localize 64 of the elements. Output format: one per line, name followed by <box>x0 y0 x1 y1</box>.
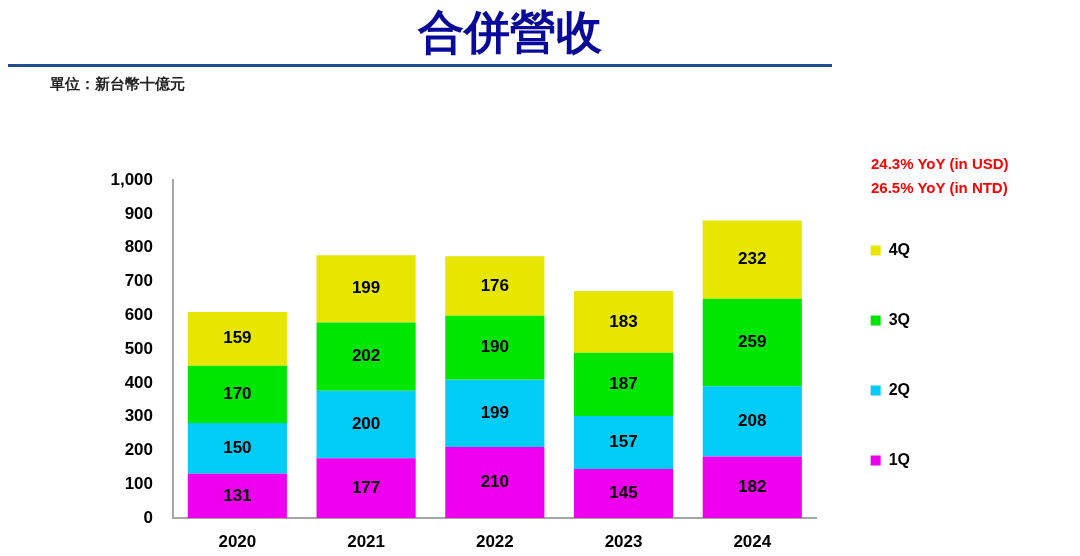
bar <box>187 365 287 424</box>
bar <box>445 447 545 518</box>
y-tick-label: 700 <box>124 271 153 291</box>
bar <box>445 379 545 448</box>
data-label: 177 <box>351 477 381 497</box>
legend-label: 3Q <box>888 310 910 328</box>
bar <box>702 298 802 387</box>
y-tick-label: 1,000 <box>110 169 153 189</box>
chart-title: 合併營收 <box>416 5 603 60</box>
bar <box>574 469 674 518</box>
bar <box>574 291 674 353</box>
bar <box>702 456 802 518</box>
bar <box>316 255 416 323</box>
data-label: 182 <box>738 476 767 496</box>
y-tick-label: 800 <box>124 237 153 257</box>
bar <box>702 220 802 299</box>
legend-label: 4Q <box>888 240 910 258</box>
text: 26.5% YoY (in NTD) <box>871 178 1009 198</box>
data-label: 208 <box>738 411 767 431</box>
bar <box>445 315 545 380</box>
data-label: 190 <box>480 337 510 357</box>
chart-subtitle: 單位：新台幣十億元 <box>50 74 185 94</box>
legend-label: 1Q <box>888 450 910 468</box>
data-label: 150 <box>223 438 252 458</box>
x-tick-label: 2024 <box>733 531 772 551</box>
data-label: 199 <box>480 403 510 423</box>
data-label: 199 <box>351 278 381 298</box>
y-tick-label: 100 <box>124 473 153 493</box>
data-label: 157 <box>609 432 638 452</box>
bar <box>316 322 416 391</box>
y-tick-label: 200 <box>124 440 153 460</box>
data-label: 259 <box>738 332 767 352</box>
x-tick-label: 2021 <box>347 531 386 551</box>
data-label: 210 <box>480 472 510 492</box>
bar <box>187 423 287 474</box>
y-tick-label: 0 <box>143 507 153 527</box>
text: 24.3% YoY (in USD) <box>871 154 1009 174</box>
data-label: 200 <box>351 414 381 434</box>
data-label: 176 <box>480 275 510 295</box>
bar <box>316 390 416 459</box>
data-label: 131 <box>223 485 252 505</box>
data-label: 187 <box>609 374 638 394</box>
x-tick-label: 2020 <box>218 531 257 551</box>
bar <box>187 473 287 518</box>
y-tick-label: 500 <box>124 338 153 358</box>
y-tick-label: 400 <box>124 372 153 392</box>
data-label: 232 <box>738 249 767 269</box>
bar <box>702 386 802 457</box>
legend-label: 2Q <box>888 380 910 398</box>
data-label: 145 <box>609 483 638 503</box>
bar <box>574 352 674 416</box>
y-tick-label: 300 <box>124 406 153 426</box>
data-label: 170 <box>223 384 252 404</box>
x-tick-label: 2023 <box>604 531 643 551</box>
data-label: 202 <box>351 346 381 366</box>
bar <box>316 458 416 518</box>
bar <box>187 311 287 366</box>
y-tick-label: 900 <box>124 203 153 223</box>
bar <box>574 415 674 470</box>
data-label: 159 <box>223 328 252 348</box>
data-label: 183 <box>609 311 638 331</box>
y-tick-label: 600 <box>124 305 153 325</box>
bar <box>445 256 545 316</box>
x-tick-label: 2022 <box>475 531 514 551</box>
